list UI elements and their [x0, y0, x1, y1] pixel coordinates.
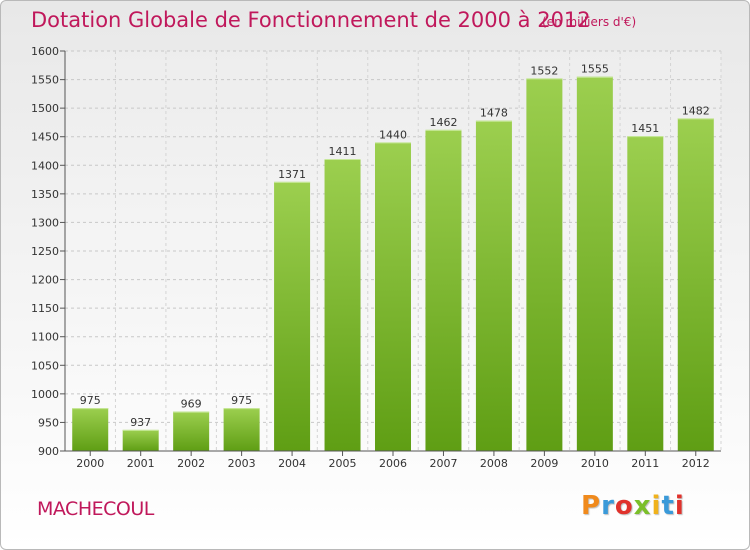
- bar-value-label: 1440: [379, 128, 407, 141]
- bar: [526, 78, 563, 451]
- bar-value-label: 1462: [429, 116, 457, 129]
- bar: [274, 181, 311, 451]
- x-tick-label: 2002: [177, 457, 205, 470]
- x-tick-label: 2006: [379, 457, 407, 470]
- y-tick-label: 1500: [31, 102, 59, 115]
- bar-value-label: 1478: [480, 107, 508, 120]
- bar-value-label: 1411: [329, 145, 357, 158]
- y-tick-label: 1150: [31, 302, 59, 315]
- unit-label: (en milliers d'€): [542, 15, 637, 29]
- x-tick-label: 2005: [329, 457, 357, 470]
- x-tick-label: 2004: [278, 457, 306, 470]
- x-tick-label: 2008: [480, 457, 508, 470]
- y-tick-label: 1450: [31, 131, 59, 144]
- bar: [627, 136, 664, 451]
- x-tick-label: 2000: [76, 457, 104, 470]
- y-tick-label: 1250: [31, 245, 59, 258]
- bar: [324, 159, 361, 451]
- y-tick-label: 950: [38, 416, 59, 429]
- x-tick-label: 2011: [631, 457, 659, 470]
- bar: [72, 408, 109, 451]
- x-tick-label: 2007: [429, 457, 457, 470]
- proxiti-logo[interactable]: Proxiti: [581, 491, 685, 521]
- bar: [576, 76, 613, 451]
- bar: [173, 411, 210, 451]
- bar-value-label: 1552: [530, 64, 558, 77]
- bar-value-label: 1371: [278, 168, 306, 181]
- y-tick-label: 1600: [31, 45, 59, 58]
- x-tick-label: 2012: [682, 457, 710, 470]
- bar: [375, 142, 411, 451]
- bar-value-label: 975: [80, 394, 101, 407]
- y-tick-label: 1350: [31, 188, 59, 201]
- x-tick-label: 2001: [127, 457, 155, 470]
- bar: [677, 118, 714, 451]
- bar-value-label: 937: [130, 416, 151, 429]
- x-tick-label: 2009: [530, 457, 558, 470]
- x-tick-label: 2003: [228, 457, 256, 470]
- bar-value-label: 1451: [631, 122, 659, 135]
- bar: [425, 129, 462, 451]
- bar-value-label: 975: [231, 394, 252, 407]
- bar: [223, 408, 260, 451]
- bar-value-label: 969: [181, 398, 202, 411]
- y-tick-label: 1550: [31, 74, 59, 87]
- bar: [475, 120, 512, 451]
- y-tick-label: 1400: [31, 159, 59, 172]
- city-name: MACHECOUL: [37, 498, 154, 520]
- y-tick-label: 900: [38, 445, 59, 458]
- y-tick-label: 1050: [31, 359, 59, 372]
- bar-value-label: 1482: [682, 104, 710, 117]
- x-tick-label: 2010: [581, 457, 609, 470]
- y-tick-label: 1200: [31, 274, 59, 287]
- bar-value-label: 1555: [581, 63, 609, 76]
- y-tick-label: 1300: [31, 216, 59, 229]
- chart-title: Dotation Globale de Fonctionnement de 20…: [31, 8, 591, 32]
- bar: [122, 429, 159, 451]
- y-tick-label: 1100: [31, 331, 59, 344]
- y-tick-label: 1000: [31, 388, 59, 401]
